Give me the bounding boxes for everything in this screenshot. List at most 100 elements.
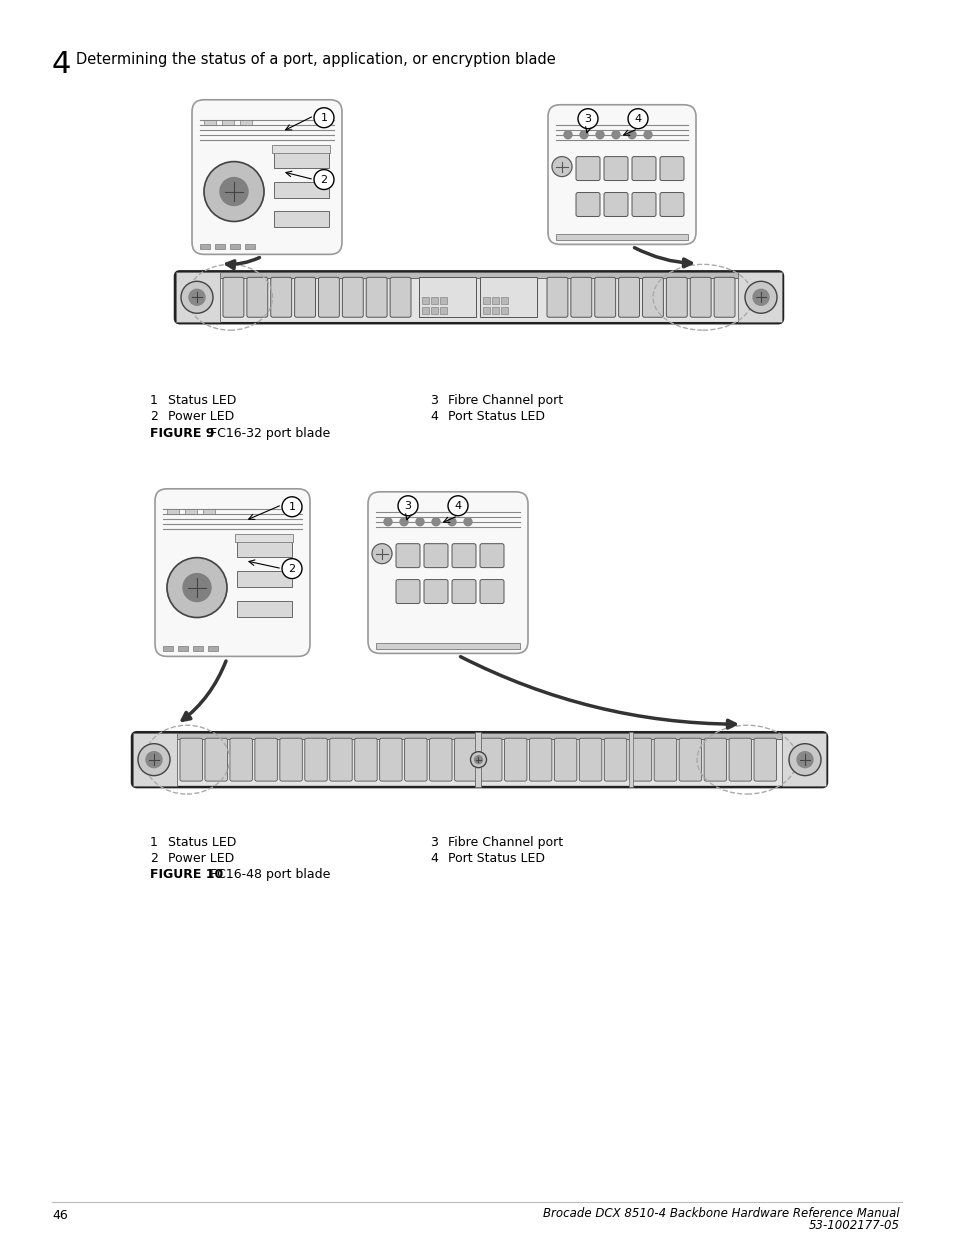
Bar [500, 308, 507, 314]
FancyBboxPatch shape [529, 739, 551, 781]
FancyBboxPatch shape [330, 739, 352, 781]
FancyBboxPatch shape [546, 278, 567, 317]
Text: 3: 3 [584, 114, 591, 124]
Bar [208, 646, 218, 651]
FancyBboxPatch shape [690, 278, 710, 317]
Text: 3: 3 [430, 394, 437, 408]
Bar [177, 273, 781, 278]
FancyBboxPatch shape [355, 739, 376, 781]
Text: 3: 3 [430, 836, 437, 848]
Bar [482, 298, 490, 304]
FancyBboxPatch shape [423, 579, 448, 604]
Circle shape [643, 131, 651, 138]
Bar [163, 646, 172, 651]
Text: Power LED: Power LED [168, 410, 234, 424]
Bar [431, 298, 437, 304]
FancyBboxPatch shape [703, 739, 726, 781]
Bar [781, 734, 825, 787]
Bar [230, 245, 240, 249]
Text: 2: 2 [288, 563, 295, 573]
FancyBboxPatch shape [728, 739, 751, 781]
Circle shape [612, 131, 619, 138]
Circle shape [183, 573, 211, 601]
FancyBboxPatch shape [379, 739, 402, 781]
Bar [421, 298, 429, 304]
Text: 3: 3 [404, 500, 411, 511]
FancyBboxPatch shape [429, 739, 452, 781]
FancyBboxPatch shape [659, 193, 683, 216]
FancyBboxPatch shape [631, 157, 656, 180]
FancyBboxPatch shape [454, 739, 476, 781]
Bar [500, 298, 507, 304]
FancyBboxPatch shape [629, 739, 651, 781]
Bar [178, 646, 188, 651]
Bar [167, 509, 179, 514]
FancyBboxPatch shape [154, 489, 310, 657]
Text: FC16-32 port blade: FC16-32 port blade [210, 427, 330, 440]
Text: FC16-48 port blade: FC16-48 port blade [210, 868, 330, 881]
FancyBboxPatch shape [603, 157, 627, 180]
Text: 1: 1 [150, 836, 157, 848]
Circle shape [282, 558, 302, 578]
Text: 4: 4 [430, 852, 437, 864]
FancyBboxPatch shape [342, 278, 363, 317]
Text: Status LED: Status LED [168, 394, 236, 408]
FancyBboxPatch shape [318, 278, 339, 317]
Circle shape [474, 756, 482, 763]
FancyBboxPatch shape [641, 278, 662, 317]
Text: Status LED: Status LED [168, 836, 236, 848]
Bar [274, 152, 329, 168]
Text: 4: 4 [52, 49, 71, 79]
Bar [439, 308, 447, 314]
Bar [236, 541, 292, 557]
Bar [738, 273, 781, 322]
Circle shape [314, 169, 334, 189]
Text: Port Status LED: Port Status LED [448, 852, 544, 864]
Circle shape [796, 752, 812, 768]
Bar [245, 245, 254, 249]
Text: 46: 46 [52, 1209, 68, 1223]
Bar [193, 646, 203, 651]
Bar [236, 600, 292, 616]
Bar [629, 732, 633, 787]
FancyBboxPatch shape [366, 278, 387, 317]
FancyBboxPatch shape [247, 278, 268, 317]
Text: FIGURE 10: FIGURE 10 [150, 868, 223, 881]
Circle shape [282, 496, 302, 516]
Bar [204, 120, 215, 125]
Circle shape [384, 517, 392, 526]
Text: 2: 2 [150, 410, 157, 424]
Circle shape [552, 157, 572, 177]
Bar [214, 245, 225, 249]
Bar [375, 643, 519, 650]
FancyBboxPatch shape [395, 543, 419, 568]
Circle shape [397, 495, 417, 516]
Text: Port Status LED: Port Status LED [448, 410, 544, 424]
FancyBboxPatch shape [479, 739, 501, 781]
Bar [492, 298, 498, 304]
FancyBboxPatch shape [659, 157, 683, 180]
FancyBboxPatch shape [578, 739, 601, 781]
Circle shape [752, 289, 768, 305]
Circle shape [372, 543, 392, 563]
Circle shape [220, 178, 248, 205]
Text: Fibre Channel port: Fibre Channel port [448, 394, 562, 408]
Circle shape [627, 109, 647, 128]
Bar [240, 120, 252, 125]
Text: Brocade DCX 8510-4 Backbone Hardware Reference Manual: Brocade DCX 8510-4 Backbone Hardware Ref… [543, 1207, 899, 1220]
FancyBboxPatch shape [271, 278, 292, 317]
FancyBboxPatch shape [395, 579, 419, 604]
FancyBboxPatch shape [554, 739, 577, 781]
Bar [203, 509, 214, 514]
Circle shape [470, 752, 486, 768]
FancyBboxPatch shape [594, 278, 615, 317]
Circle shape [448, 517, 456, 526]
FancyBboxPatch shape [714, 278, 734, 317]
Text: 4: 4 [634, 114, 640, 124]
Circle shape [432, 517, 439, 526]
Circle shape [204, 162, 264, 221]
FancyBboxPatch shape [576, 157, 599, 180]
FancyBboxPatch shape [174, 272, 782, 324]
FancyBboxPatch shape [504, 739, 526, 781]
Text: Determining the status of a port, application, or encryption blade: Determining the status of a port, applic… [76, 52, 556, 67]
